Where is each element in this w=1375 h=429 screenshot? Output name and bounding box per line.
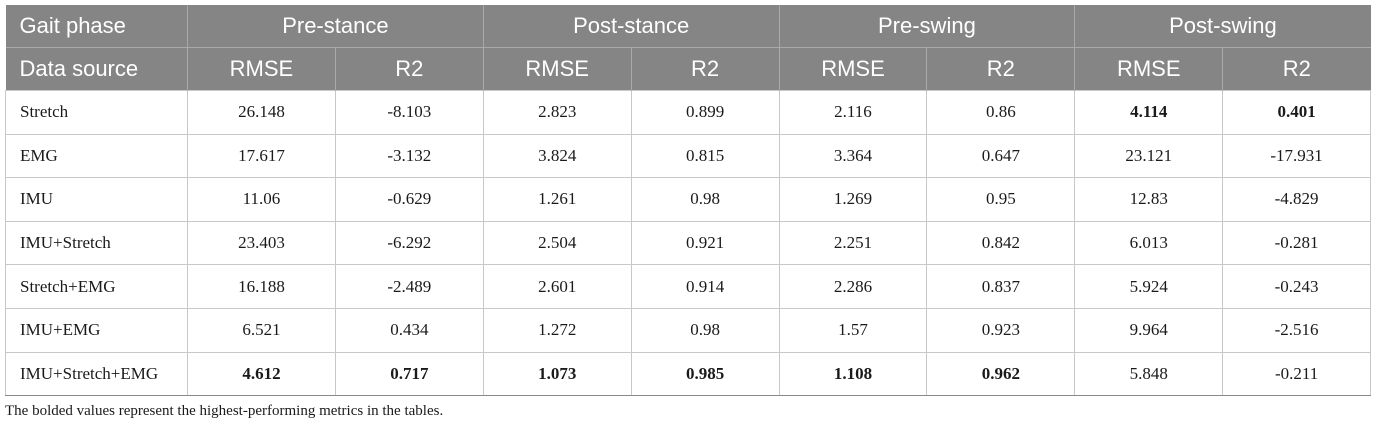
- header-metric: R2: [334, 47, 484, 91]
- metric-cell: 2.251: [778, 220, 928, 266]
- metric-cell: 9.964: [1074, 307, 1224, 353]
- table-row: Stretch+EMG 16.188 -2.489 2.601 0.914 2.286 0.…: [5, 264, 1372, 309]
- metric-cell: 0.923: [926, 307, 1076, 353]
- metric-cell: 11.06: [187, 177, 336, 222]
- metric-cell: 4.114: [1074, 90, 1224, 135]
- metric-cell: 0.914: [630, 264, 780, 309]
- metric-cell: 1.073: [482, 351, 632, 397]
- metric-cell: 1.269: [778, 177, 928, 222]
- table-row: IMU+Stretch 23.403 -6.292 2.504 0.921 2.251 0.…: [5, 220, 1372, 266]
- metric-cell: 0.899: [630, 90, 780, 135]
- header-metric: R2: [1222, 47, 1371, 91]
- table-row: Stretch 26.148 -8.103 2.823 0.899 2.116 0.86 4.…: [5, 90, 1372, 135]
- header-metric: RMSE: [187, 47, 336, 91]
- header-metric: RMSE: [482, 47, 632, 91]
- metric-cell: 26.148: [187, 90, 336, 135]
- header-row-data-source: Data source RMSE R2 RMSE R2 RMSE R2 RMSE…: [5, 47, 1371, 91]
- metric-cell: 1.57: [778, 307, 928, 353]
- metric-cell: -6.292: [334, 220, 484, 266]
- metric-cell: -4.829: [1222, 177, 1372, 222]
- metric-cell: 0.401: [1222, 90, 1372, 135]
- header-phase-post-swing: Post-swing: [1074, 5, 1371, 48]
- metric-cell: 23.403: [187, 220, 336, 266]
- header-metric: RMSE: [778, 47, 927, 91]
- header-metric: RMSE: [1074, 47, 1223, 91]
- header-phase-post-stance: Post-stance: [482, 5, 780, 48]
- header-phase-pre-stance: Pre-stance: [187, 5, 484, 48]
- metric-cell: 0.985: [630, 351, 780, 397]
- metric-cell: 0.95: [926, 177, 1076, 222]
- metric-cell: 1.108: [778, 351, 928, 397]
- metric-cell: 3.364: [778, 133, 928, 179]
- data-source-cell: IMU: [5, 177, 188, 222]
- data-source-cell: IMU+Stretch+EMG: [5, 351, 188, 397]
- metric-cell: 0.434: [334, 307, 484, 353]
- metric-cell: -3.132: [334, 133, 484, 179]
- metric-cell: 0.837: [926, 264, 1076, 309]
- metric-cell: 2.286: [778, 264, 928, 309]
- table-row: IMU+EMG 6.521 0.434 1.272 0.98 1.57 0.923 9.964…: [5, 307, 1372, 353]
- metric-cell: -2.516: [1222, 307, 1372, 353]
- metric-cell: 0.86: [926, 90, 1076, 135]
- metric-cell: -0.211: [1222, 351, 1372, 397]
- metric-cell: 1.272: [482, 307, 632, 353]
- table-row: IMU+Stretch+EMG 4.612 0.717 1.073 0.985 1.108…: [5, 351, 1372, 397]
- header-gait-phase-label: Gait phase: [5, 5, 188, 48]
- metric-cell: 12.83: [1074, 177, 1224, 222]
- metric-cell: 6.013: [1074, 220, 1224, 266]
- metric-cell: -0.243: [1222, 264, 1372, 309]
- header-metric: R2: [630, 47, 780, 91]
- data-source-cell: IMU+Stretch: [5, 220, 188, 266]
- metric-cell: -8.103: [334, 90, 484, 135]
- metric-cell: 0.842: [926, 220, 1076, 266]
- header-row-gait-phase: Gait phase Pre-stance Post-stance Pre-sw…: [5, 5, 1371, 48]
- header-metric: R2: [926, 47, 1075, 91]
- metric-cell: 23.121: [1074, 133, 1224, 179]
- data-source-cell: Stretch+EMG: [5, 264, 188, 309]
- metric-cell: 17.617: [187, 133, 336, 179]
- metric-cell: 2.823: [482, 90, 632, 135]
- metric-cell: 0.921: [630, 220, 780, 266]
- data-source-cell: IMU+EMG: [5, 307, 188, 353]
- metric-cell: -17.931: [1222, 133, 1372, 179]
- metric-cell: 1.261: [482, 177, 632, 222]
- metric-cell: 0.815: [630, 133, 780, 179]
- results-table: Gait phase Pre-stance Post-stance Pre-sw…: [5, 5, 1372, 397]
- metric-cell: 0.98: [630, 177, 780, 222]
- table-row: EMG 17.617 -3.132 3.824 0.815 3.364 0.647 23.12…: [5, 133, 1372, 179]
- metric-cell: 2.504: [482, 220, 632, 266]
- metric-cell: 0.962: [926, 351, 1076, 397]
- data-source-cell: Stretch: [5, 90, 188, 135]
- metric-cell: 6.521: [187, 307, 336, 353]
- table-row: IMU 11.06 -0.629 1.261 0.98 1.269 0.95 12.83 -4.…: [5, 177, 1372, 222]
- metric-cell: -0.281: [1222, 220, 1372, 266]
- table-footnote: The bolded values represent the highest-…: [5, 403, 444, 419]
- metric-cell: 0.98: [630, 307, 780, 353]
- metric-cell: 5.848: [1074, 351, 1224, 397]
- metric-cell: 2.116: [778, 90, 928, 135]
- metric-cell: 0.717: [334, 351, 484, 397]
- metric-cell: -0.629: [334, 177, 484, 222]
- metric-cell: 0.647: [926, 133, 1076, 179]
- data-source-cell: EMG: [5, 133, 188, 179]
- header-data-source-label: Data source: [5, 47, 188, 91]
- table-body: Stretch 26.148 -8.103 2.823 0.899 2.116 0.86 4.…: [5, 90, 1372, 397]
- metric-cell: 3.824: [482, 133, 632, 179]
- metric-cell: 4.612: [187, 351, 336, 397]
- metric-cell: 16.188: [187, 264, 336, 309]
- metric-cell: 2.601: [482, 264, 632, 309]
- metric-cell: 5.924: [1074, 264, 1224, 309]
- metric-cell: -2.489: [334, 264, 484, 309]
- header-phase-pre-swing: Pre-swing: [778, 5, 1075, 48]
